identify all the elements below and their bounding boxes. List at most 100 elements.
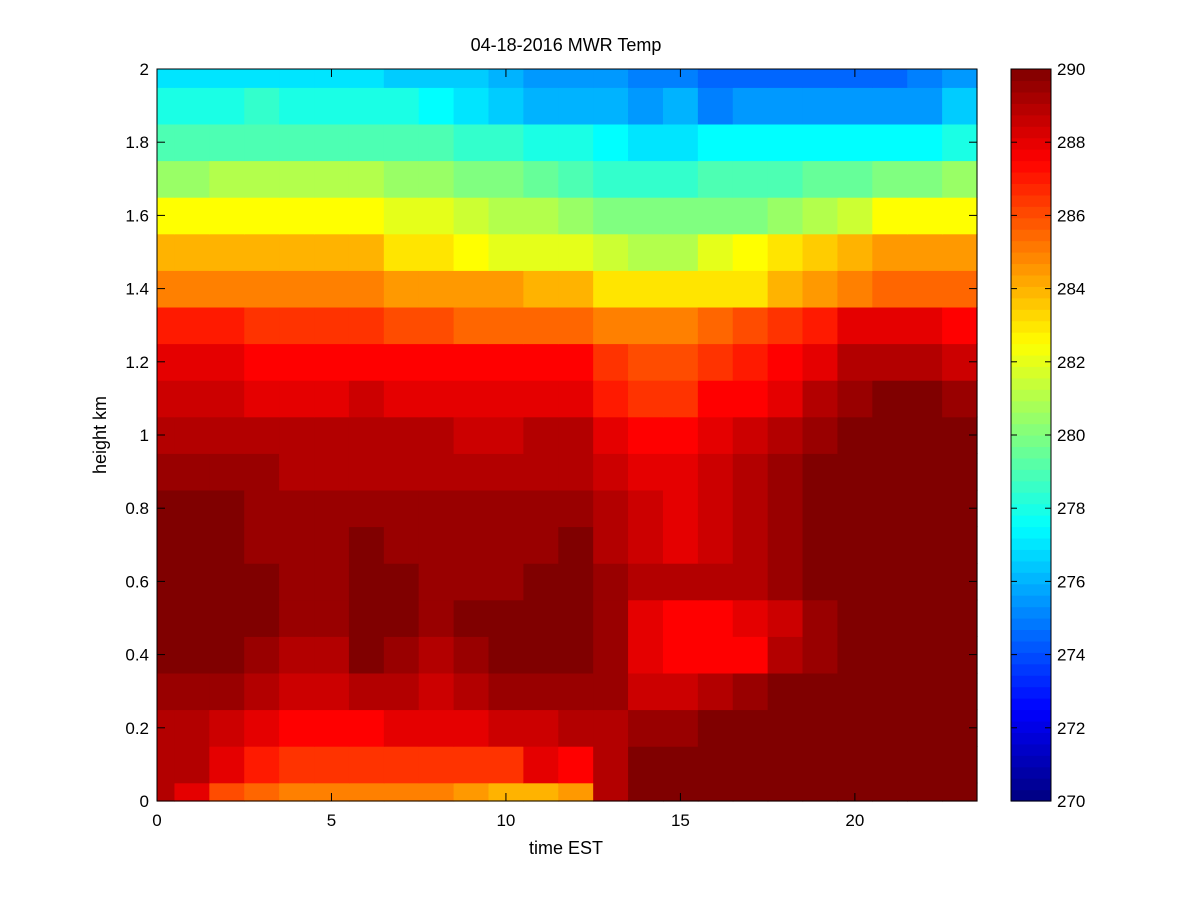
heatmap-cell [523, 380, 559, 418]
heatmap-cell [767, 87, 804, 125]
heatmap-cell [418, 270, 455, 308]
heatmap-cell [662, 160, 699, 198]
heatmap-cell [209, 233, 245, 271]
colorbar-step [1011, 537, 1051, 550]
heatmap-cell [418, 123, 455, 162]
heatmap-cell [314, 672, 350, 711]
heatmap-cell [174, 672, 210, 711]
heatmap-cell [837, 453, 873, 491]
colorbar-step [1011, 137, 1051, 150]
heatmap-cell [488, 233, 524, 271]
y-tick-label: 1 [140, 426, 149, 445]
heatmap-cell [837, 782, 873, 802]
heatmap-cell [628, 416, 664, 454]
colorbar-step [1011, 229, 1051, 242]
heatmap-cell [872, 270, 908, 308]
heatmap-cell [244, 489, 280, 528]
heatmap-cell [453, 69, 490, 88]
heatmap-cell [279, 343, 315, 381]
heatmap-cell [383, 526, 420, 564]
heatmap-cell [628, 270, 664, 308]
heatmap-cell [348, 636, 385, 674]
heatmap-cell [872, 453, 908, 491]
heatmap-cell [942, 233, 978, 271]
heatmap-cell [244, 233, 280, 271]
heatmap-cell [697, 782, 734, 802]
heatmap-cell [279, 270, 315, 308]
heatmap-cell [314, 380, 350, 418]
heatmap-cell [174, 160, 210, 198]
colorbar-step [1011, 343, 1051, 356]
colorbar-step [1011, 171, 1051, 184]
heatmap-cell [872, 123, 908, 162]
heatmap-cell [348, 343, 385, 381]
heatmap-cell [732, 746, 769, 784]
heatmap-cell [157, 343, 176, 381]
heatmap-cell [872, 160, 908, 198]
heatmap-cell [279, 197, 315, 235]
heatmap-cell [174, 306, 210, 345]
heatmap-cell [209, 489, 245, 528]
heatmap-cell [837, 343, 873, 381]
y-tick-label: 1.4 [125, 280, 149, 299]
heatmap-cell [872, 782, 908, 802]
heatmap-cell [697, 87, 734, 125]
heatmap-cell [697, 380, 734, 418]
heatmap-cell [837, 526, 873, 564]
heatmap-cell [697, 343, 734, 381]
heatmap-cell [802, 306, 839, 345]
heatmap-cell [558, 453, 594, 491]
heatmap-cell [279, 453, 315, 491]
heatmap-cell [348, 416, 385, 454]
heatmap-cell [418, 160, 455, 198]
heatmap-cell [697, 69, 734, 88]
heatmap-cell [697, 123, 734, 162]
heatmap-cell [697, 233, 734, 271]
heatmap-cell [558, 270, 594, 308]
colorbar-step [1011, 743, 1051, 756]
colorbar-step [1011, 286, 1051, 299]
colorbar-step [1011, 194, 1051, 207]
heatmap-cell [157, 563, 176, 601]
heatmap-cell [209, 599, 245, 637]
heatmap-cell [872, 197, 908, 235]
heatmap-cell [907, 599, 943, 637]
colorbar-step [1011, 309, 1051, 322]
heatmap-cell [174, 636, 210, 674]
heatmap-cell [383, 709, 420, 747]
colorbar-tick-label: 288 [1057, 133, 1085, 152]
heatmap-cell [279, 380, 315, 418]
heatmap-cell [767, 709, 804, 747]
heatmap-cell [488, 782, 524, 802]
heatmap-cell [174, 782, 210, 802]
heatmap-cell [348, 672, 385, 711]
heatmap-cell [523, 233, 559, 271]
heatmap-cell [488, 636, 524, 674]
heatmap-cell [523, 599, 559, 637]
heatmap-cell [348, 526, 385, 564]
colorbar-step [1011, 618, 1051, 631]
heatmap-cell [732, 87, 769, 125]
heatmap-cell [174, 343, 210, 381]
heatmap-cell [662, 782, 699, 802]
heatmap-cell [157, 123, 176, 162]
heatmap-cell [488, 87, 524, 125]
heatmap-cell [488, 160, 524, 198]
heatmap-cell [558, 123, 594, 162]
heatmap-cell [662, 453, 699, 491]
heatmap-cell [453, 233, 490, 271]
heatmap-cell [558, 599, 594, 637]
heatmap-cell [279, 563, 315, 601]
heatmap-cell [488, 599, 524, 637]
heatmap-cell [697, 160, 734, 198]
heatmap-cell [488, 69, 524, 88]
heatmap-cell [523, 123, 559, 162]
heatmap-cell [767, 526, 804, 564]
colorbar-step [1011, 766, 1051, 779]
heatmap-cell [314, 782, 350, 802]
heatmap-cell [157, 636, 176, 674]
heatmap-cell [488, 563, 524, 601]
heatmap-cell [732, 672, 769, 711]
heatmap-cell [244, 270, 280, 308]
heatmap-cell [907, 453, 943, 491]
